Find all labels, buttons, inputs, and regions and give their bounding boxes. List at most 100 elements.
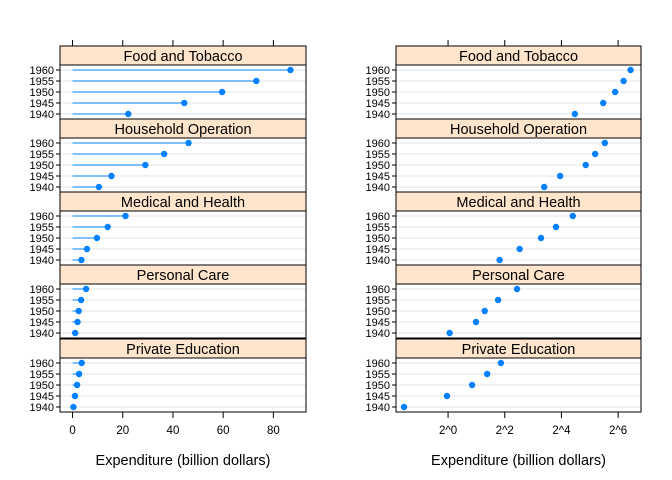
panel-strip-label: Household Operation	[450, 122, 587, 138]
x-tick-label: 2^0	[439, 425, 457, 437]
panel-strip-label: Personal Care	[472, 268, 565, 284]
panel-strip-label: Food and Tobacco	[459, 49, 578, 65]
data-point	[620, 77, 627, 85]
panel-strip-label: Private Education	[462, 342, 576, 358]
y-tick-label: 1960	[366, 358, 390, 370]
x-axis-title: Expenditure (billion dollars)	[96, 453, 271, 469]
y-tick-label: 1955	[30, 76, 54, 88]
data-point	[218, 88, 226, 96]
y-tick-label: 1950	[30, 87, 54, 99]
y-tick-label: 1955	[366, 76, 390, 88]
chart-linear-scale: Food and Tobacco19401945195019551960Hous…	[30, 40, 307, 469]
data-point	[600, 99, 607, 107]
y-tick-label: 1945	[30, 317, 54, 329]
y-tick-label: 1950	[30, 233, 54, 245]
x-tick-label: 20	[116, 425, 129, 437]
data-point	[70, 403, 77, 411]
panel-strip-label: Medical and Health	[456, 195, 580, 211]
data-point	[612, 88, 619, 96]
y-tick-label: 1940	[30, 182, 54, 194]
panel-strip-label: Food and Tobacco	[123, 49, 242, 65]
y-tick-label: 1945	[30, 98, 54, 110]
data-point	[142, 161, 149, 169]
y-tick-label: 1950	[30, 160, 54, 172]
panel-border	[59, 357, 307, 413]
panel-strip-label: Medical and Health	[121, 195, 245, 211]
data-point	[601, 139, 608, 147]
y-tick-label: 1950	[366, 306, 390, 318]
data-point	[185, 139, 192, 147]
y-tick-label: 1955	[366, 295, 390, 307]
y-tick-label: 1950	[30, 306, 54, 318]
chart-log2-scale: Food and Tobacco19401945195019551960Hous…	[366, 40, 642, 469]
y-tick-label: 1945	[366, 391, 390, 403]
data-point	[591, 150, 599, 158]
y-tick-label: 1940	[366, 402, 390, 414]
panel-strip-label: Household Operation	[114, 122, 251, 138]
x-tick-label: 40	[167, 425, 180, 437]
y-tick-label: 1960	[366, 65, 390, 77]
x-tick-label: 60	[217, 425, 230, 437]
data-point	[481, 307, 488, 315]
data-point	[78, 256, 85, 264]
data-point	[513, 285, 521, 293]
data-point	[71, 329, 79, 337]
x-tick-label: 0	[69, 425, 75, 437]
data-point	[122, 212, 129, 220]
y-tick-label: 1960	[366, 211, 390, 223]
data-point	[253, 77, 260, 85]
y-tick-label: 1960	[30, 65, 54, 77]
data-point	[569, 212, 576, 220]
data-point	[74, 318, 81, 326]
y-tick-label: 1955	[30, 222, 54, 234]
y-tick-label: 1940	[366, 328, 390, 340]
y-tick-label: 1950	[366, 380, 390, 392]
data-point	[160, 150, 168, 158]
x-tick-label: 2^2	[496, 425, 514, 437]
data-point	[125, 110, 132, 118]
data-point	[497, 359, 505, 367]
y-tick-label: 1950	[366, 160, 390, 172]
panel-border	[395, 357, 642, 413]
data-point	[78, 359, 85, 367]
y-tick-label: 1960	[30, 211, 54, 223]
data-point	[496, 256, 503, 264]
x-tick-label: 2^6	[609, 425, 627, 437]
data-point	[483, 370, 491, 378]
x-tick-label: 2^4	[552, 425, 571, 437]
y-tick-label: 1940	[366, 109, 390, 121]
y-tick-label: 1940	[30, 328, 54, 340]
y-tick-label: 1960	[30, 284, 54, 296]
y-tick-label: 1945	[366, 98, 390, 110]
data-point	[627, 66, 634, 74]
data-point	[93, 234, 101, 242]
data-point	[73, 381, 81, 389]
data-point	[400, 403, 408, 411]
x-axis-title: Expenditure (billion dollars)	[431, 453, 606, 469]
y-tick-label: 1955	[366, 369, 390, 381]
data-point	[181, 99, 188, 107]
y-tick-label: 1940	[366, 182, 390, 194]
y-tick-label: 1960	[366, 284, 390, 296]
data-point	[446, 329, 453, 337]
data-point	[582, 161, 589, 169]
panel-strip-label: Private Education	[126, 342, 240, 358]
y-tick-label: 1955	[30, 369, 54, 381]
y-tick-label: 1945	[30, 391, 54, 403]
y-tick-label: 1950	[366, 233, 390, 245]
y-tick-label: 1945	[30, 244, 54, 256]
y-tick-label: 1960	[366, 138, 390, 150]
y-tick-label: 1955	[366, 149, 390, 161]
data-point	[472, 318, 480, 326]
data-point	[75, 307, 82, 315]
panel-border	[59, 283, 307, 339]
y-tick-label: 1955	[30, 149, 54, 161]
